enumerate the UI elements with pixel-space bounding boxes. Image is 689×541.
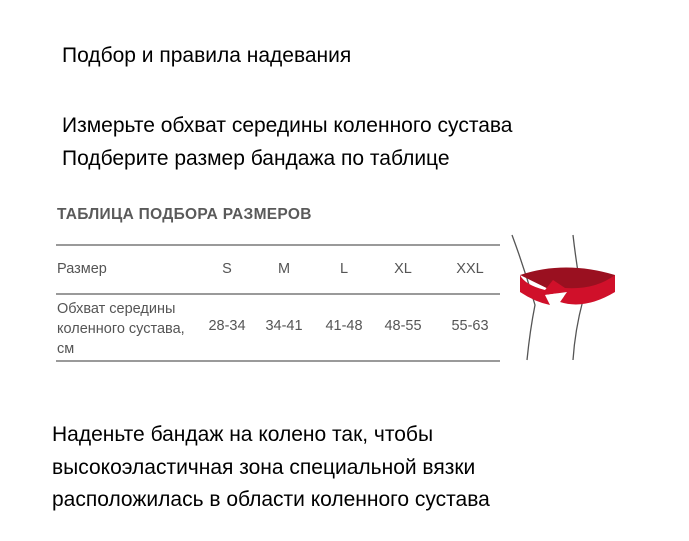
table-title: ТАБЛИЦА ПОДБОРА РАЗМЕРОВ <box>57 206 312 223</box>
range-cell: 41-48 <box>325 318 363 334</box>
header-label: Размер <box>57 261 107 277</box>
size-cell: M <box>277 261 291 277</box>
knee-measure-icon <box>511 234 615 361</box>
size-cell: XXL <box>456 261 484 277</box>
instruction-1: Измерьте обхват середины коленного суста… <box>62 114 513 137</box>
divider <box>56 293 500 295</box>
divider <box>56 360 500 362</box>
size-cell: S <box>222 261 232 277</box>
bottom-text-3: расположилась в области коленного сустав… <box>52 488 490 511</box>
range-cell: 48-55 <box>384 318 422 334</box>
range-cell: 34-41 <box>265 318 303 334</box>
page-title: Подбор и правила надевания <box>62 44 352 67</box>
range-cell: 28-34 <box>208 318 246 334</box>
size-cell: L <box>339 261 349 277</box>
instruction-2: Подберите размер бандажа по таблице <box>62 147 450 170</box>
divider <box>56 244 500 246</box>
bottom-text-1: Наденьте бандаж на колено так, чтобы <box>52 423 434 446</box>
bottom-text-2: высокоэластичная зона специальной вязки <box>52 456 476 479</box>
size-cell: XL <box>394 261 412 277</box>
range-cell: 55-63 <box>451 318 489 334</box>
row-label: Обхват середины коленного сустава, см <box>57 301 185 357</box>
